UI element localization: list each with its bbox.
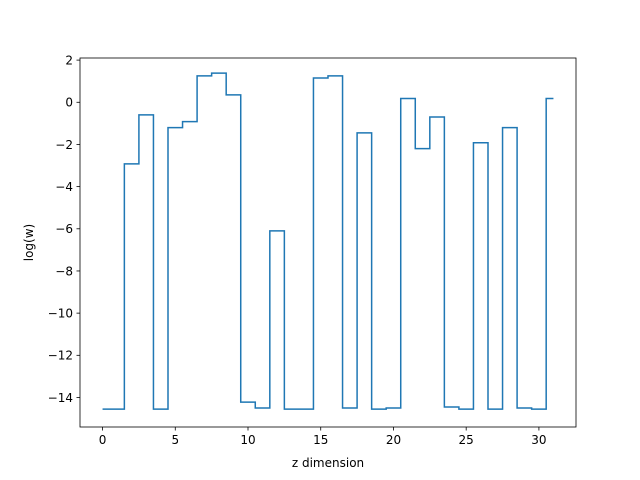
y-tick-label: 2 — [65, 53, 73, 67]
x-tick-label: 0 — [99, 433, 107, 447]
y-axis: −14 −12 −10 −8 −6 −4 −2 0 2 — [48, 53, 80, 405]
y-tick-label: −6 — [55, 222, 73, 236]
plot-marks — [102, 72, 554, 410]
x-tick-label: 5 — [171, 433, 179, 447]
x-tick-label: 10 — [240, 433, 255, 447]
y-tick-label: −2 — [55, 138, 73, 152]
y-tick-label: −12 — [48, 349, 73, 363]
y-tick-label: 0 — [65, 96, 73, 110]
y-tick-label: −10 — [48, 306, 73, 320]
y-tick-label: −8 — [55, 264, 73, 278]
y-tick-label: −4 — [55, 180, 73, 194]
x-tick-label: 20 — [386, 433, 401, 447]
x-tick-label: 15 — [313, 433, 328, 447]
plot-frame — [79, 57, 577, 428]
x-axis-label: z dimension — [292, 456, 364, 470]
series-line — [102, 72, 554, 410]
y-axis-label: log(w) — [22, 224, 36, 261]
x-tick-label: 30 — [531, 433, 546, 447]
y-tick-label: −14 — [48, 391, 73, 405]
x-tick-label: 25 — [459, 433, 474, 447]
x-axis: 0 5 10 15 20 25 30 — [99, 427, 547, 447]
